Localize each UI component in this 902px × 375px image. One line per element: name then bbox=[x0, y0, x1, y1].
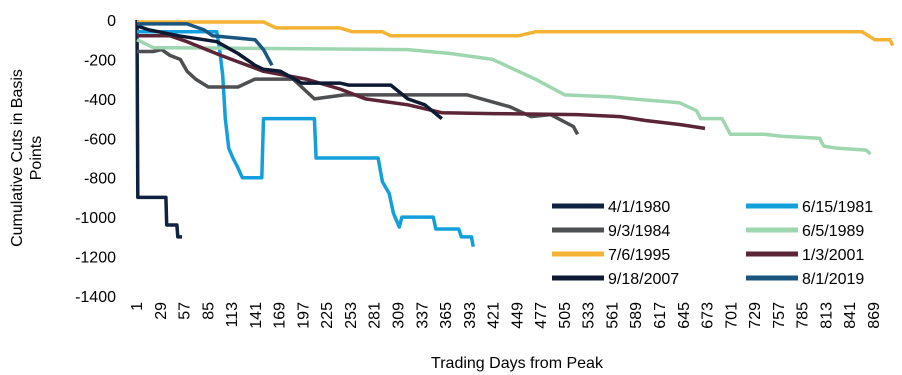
x-tick-label: 309 bbox=[390, 302, 407, 329]
legend-label: 7/6/1995 bbox=[608, 247, 670, 264]
x-tick-label: 701 bbox=[723, 302, 740, 329]
legend-label: 6/5/1989 bbox=[802, 223, 864, 240]
y-tick-label: -800 bbox=[84, 171, 116, 188]
x-axis-ticks: 1 29 57 85 113 141 169 197 225 253 281 309 337 365 393… bbox=[129, 302, 883, 329]
x-tick-label: 337 bbox=[414, 302, 431, 329]
x-tick-label: 225 bbox=[319, 302, 336, 329]
series-line bbox=[137, 34, 706, 131]
x-axis-title: Trading Days from Peak bbox=[431, 355, 604, 372]
y-axis-ticks: 0 -200 -400 -600 -800 -1000 -1200 -1400 bbox=[75, 13, 116, 306]
y-axis-title-line-2: Points bbox=[28, 136, 45, 180]
x-tick-label: 533 bbox=[581, 302, 598, 329]
y-tick-label: -400 bbox=[84, 92, 116, 109]
x-tick-label: 1 bbox=[129, 302, 146, 311]
series-line bbox=[136, 38, 872, 156]
legend-label: 4/1/1980 bbox=[608, 199, 670, 216]
x-tick-label: 477 bbox=[533, 302, 550, 329]
x-tick-label: 281 bbox=[367, 302, 384, 329]
y-tick-label: 0 bbox=[107, 13, 116, 30]
x-tick-label: 57 bbox=[177, 302, 194, 320]
y-axis-title-line-1: Cumulative Cuts in Basis bbox=[9, 69, 26, 247]
x-tick-label: 113 bbox=[224, 302, 241, 328]
x-tick-label: 449 bbox=[509, 302, 526, 329]
legend-label: 6/15/1981 bbox=[802, 199, 873, 216]
x-tick-label: 85 bbox=[200, 302, 217, 320]
y-tick-label: -600 bbox=[84, 131, 116, 148]
x-tick-label: 589 bbox=[628, 302, 645, 329]
x-tick-label: 841 bbox=[842, 302, 859, 329]
series-line bbox=[135, 19, 182, 239]
series-line bbox=[137, 20, 895, 47]
legend-label: 1/3/2001 bbox=[802, 247, 864, 264]
x-tick-label: 421 bbox=[486, 302, 503, 329]
x-tick-label: 757 bbox=[771, 302, 788, 329]
series-line bbox=[137, 30, 475, 247]
series-line bbox=[136, 24, 443, 120]
x-tick-label: 197 bbox=[295, 302, 312, 329]
legend-label: 8/1/2019 bbox=[802, 271, 864, 288]
x-tick-label: 813 bbox=[818, 302, 835, 329]
legend-label: 9/3/1984 bbox=[608, 223, 670, 240]
x-tick-label: 673 bbox=[700, 302, 717, 329]
x-tick-label: 365 bbox=[438, 302, 455, 329]
y-tick-label: -200 bbox=[84, 52, 116, 69]
x-tick-label: 253 bbox=[343, 302, 360, 329]
legend-label: 9/18/2007 bbox=[608, 271, 679, 288]
series-line bbox=[137, 22, 274, 67]
y-tick-label: -1000 bbox=[75, 210, 116, 227]
x-tick-label: 729 bbox=[747, 302, 764, 329]
y-tick-label: -1400 bbox=[75, 289, 116, 306]
x-tick-label: 169 bbox=[272, 302, 289, 329]
x-tick-label: 29 bbox=[153, 302, 170, 320]
x-tick-label: 869 bbox=[866, 302, 883, 329]
x-tick-label: 617 bbox=[652, 302, 669, 329]
x-tick-label: 393 bbox=[462, 302, 479, 329]
series-lines bbox=[135, 19, 895, 247]
y-tick-label: -1200 bbox=[75, 250, 116, 267]
x-tick-label: 561 bbox=[604, 302, 621, 329]
series-line bbox=[137, 47, 580, 136]
x-tick-label: 785 bbox=[795, 302, 812, 329]
legend: 4/1/1980 6/15/1981 9/3/1984 6/5/1989 7/6/199… bbox=[552, 199, 873, 288]
x-tick-label: 645 bbox=[676, 302, 693, 329]
x-tick-label: 505 bbox=[557, 302, 574, 329]
x-tick-label: 141 bbox=[248, 302, 265, 329]
